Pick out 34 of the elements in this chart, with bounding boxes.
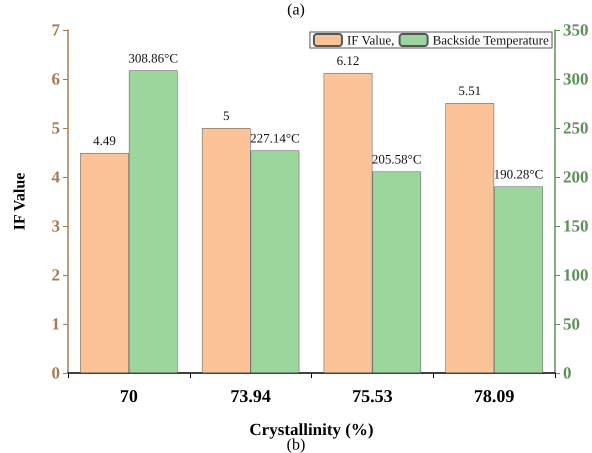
data-label: 205.58°C [372,152,422,167]
x-tick-label: 73.94 [230,386,271,406]
x-tick-label: 70 [120,386,138,406]
y2-tick-label: 200 [563,168,588,186]
y-tick-label: 6 [52,70,60,88]
data-label: 308.86°C [128,50,178,66]
y-tick-label: 0 [52,364,60,382]
data-label: 227.14°C [250,130,300,146]
text: (a) [287,2,305,18]
y-tick-label: 7 [52,20,60,40]
y-tick-label: 3 [52,216,60,236]
x-axis-title: Crystallinity (%) [249,420,374,439]
data-label: 190.28°C [494,166,544,182]
y-tick-label: 2 [52,266,60,284]
data-label: 5 [223,108,230,123]
y2-tick-label: 300 [563,70,588,88]
legend-label: IF Value, [346,32,394,48]
y2-tick-label: 150 [563,216,588,236]
data-label: 6.12 [336,53,360,68]
y2-tick-label: 0 [563,364,572,382]
y-tick-label: 5 [52,118,60,138]
x-tick-label: 75.53 [352,386,393,406]
y2-tick-label: 50 [563,314,580,334]
data-label: 5.51 [458,83,482,98]
y-axis-title: IF Value [12,172,28,230]
y2-tick-label: 100 [563,266,588,284]
data-label: 4.49 [93,132,116,148]
y-tick-label: 4 [52,168,60,186]
y2-tick-label: 250 [563,118,588,138]
y-tick-label: 1 [52,314,60,334]
x-tick-label: 78.09 [474,386,514,406]
text: (b) [286,436,306,453]
y2-tick-label: 350 [563,20,588,40]
legend-label: Backside Temperature [432,32,549,48]
